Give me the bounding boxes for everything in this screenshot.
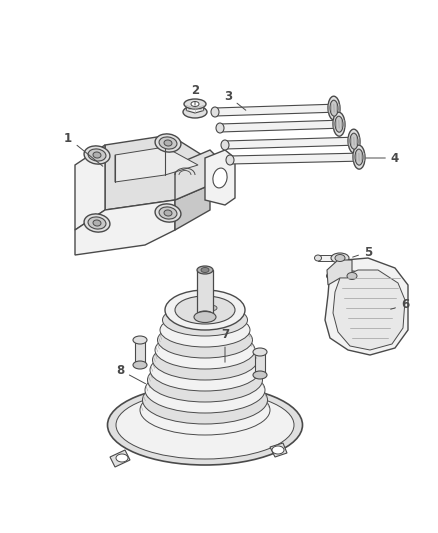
- Polygon shape: [333, 270, 405, 350]
- Polygon shape: [215, 104, 330, 116]
- Ellipse shape: [330, 100, 338, 116]
- Polygon shape: [197, 270, 213, 315]
- Ellipse shape: [335, 254, 345, 262]
- Ellipse shape: [197, 311, 213, 319]
- Text: 2: 2: [191, 84, 199, 105]
- Ellipse shape: [107, 385, 303, 465]
- Polygon shape: [135, 340, 145, 365]
- Ellipse shape: [253, 348, 267, 356]
- Ellipse shape: [348, 129, 360, 153]
- Ellipse shape: [209, 305, 217, 311]
- Polygon shape: [75, 200, 175, 255]
- Ellipse shape: [155, 204, 181, 222]
- Polygon shape: [318, 255, 340, 261]
- Ellipse shape: [191, 101, 199, 107]
- Ellipse shape: [165, 290, 245, 330]
- Ellipse shape: [213, 168, 227, 188]
- Polygon shape: [205, 150, 235, 205]
- Ellipse shape: [211, 107, 219, 117]
- Text: 8: 8: [116, 364, 145, 384]
- Polygon shape: [115, 147, 198, 182]
- Text: 4: 4: [366, 151, 399, 165]
- Ellipse shape: [272, 446, 284, 454]
- Ellipse shape: [133, 336, 147, 344]
- Ellipse shape: [150, 349, 260, 391]
- Ellipse shape: [162, 304, 247, 336]
- Ellipse shape: [184, 99, 206, 109]
- Ellipse shape: [148, 358, 262, 402]
- Polygon shape: [110, 450, 130, 467]
- Ellipse shape: [314, 255, 321, 261]
- Text: 5: 5: [353, 246, 372, 259]
- Ellipse shape: [221, 140, 229, 150]
- Ellipse shape: [197, 266, 213, 274]
- Text: 6: 6: [391, 298, 409, 311]
- Polygon shape: [175, 150, 225, 200]
- Ellipse shape: [326, 273, 333, 279]
- Polygon shape: [220, 120, 335, 132]
- Ellipse shape: [159, 137, 177, 149]
- Ellipse shape: [183, 106, 207, 118]
- Ellipse shape: [355, 149, 363, 165]
- Ellipse shape: [116, 391, 294, 459]
- Ellipse shape: [335, 116, 343, 132]
- Polygon shape: [327, 260, 352, 285]
- Text: 3: 3: [224, 90, 246, 110]
- Ellipse shape: [343, 271, 361, 281]
- Polygon shape: [270, 443, 287, 457]
- Polygon shape: [75, 145, 105, 230]
- Ellipse shape: [226, 155, 234, 165]
- Polygon shape: [255, 352, 265, 375]
- Ellipse shape: [84, 214, 110, 232]
- Text: 1: 1: [64, 132, 103, 166]
- Ellipse shape: [333, 112, 345, 136]
- Ellipse shape: [160, 313, 250, 347]
- Ellipse shape: [143, 408, 157, 417]
- Ellipse shape: [201, 268, 209, 272]
- Ellipse shape: [116, 454, 128, 462]
- Ellipse shape: [152, 340, 258, 380]
- Polygon shape: [225, 138, 350, 149]
- Ellipse shape: [133, 361, 147, 369]
- Ellipse shape: [253, 408, 267, 417]
- Ellipse shape: [93, 220, 101, 226]
- Text: 7: 7: [221, 328, 229, 362]
- Polygon shape: [175, 185, 210, 230]
- Ellipse shape: [155, 134, 181, 152]
- Ellipse shape: [88, 217, 106, 229]
- Ellipse shape: [347, 272, 357, 279]
- Ellipse shape: [350, 133, 358, 149]
- Ellipse shape: [164, 210, 172, 216]
- Ellipse shape: [175, 296, 235, 324]
- Ellipse shape: [142, 376, 268, 424]
- Polygon shape: [186, 103, 204, 113]
- Ellipse shape: [253, 371, 267, 379]
- Ellipse shape: [84, 146, 110, 164]
- Ellipse shape: [216, 123, 224, 133]
- Polygon shape: [330, 273, 352, 279]
- Polygon shape: [105, 135, 210, 210]
- Ellipse shape: [353, 145, 365, 169]
- Ellipse shape: [140, 385, 270, 435]
- Ellipse shape: [93, 152, 101, 158]
- Ellipse shape: [159, 207, 177, 219]
- Ellipse shape: [145, 367, 265, 413]
- Ellipse shape: [155, 331, 255, 369]
- Ellipse shape: [158, 322, 252, 358]
- Ellipse shape: [88, 149, 106, 161]
- Ellipse shape: [164, 140, 172, 146]
- Polygon shape: [325, 258, 408, 355]
- Ellipse shape: [328, 96, 340, 120]
- Ellipse shape: [194, 311, 216, 322]
- Polygon shape: [230, 153, 355, 164]
- Ellipse shape: [331, 253, 349, 263]
